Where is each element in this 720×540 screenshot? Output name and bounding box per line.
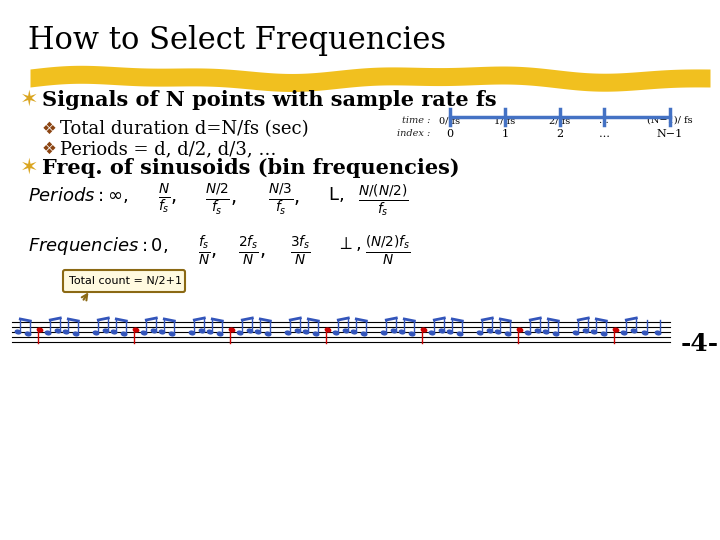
- Ellipse shape: [285, 331, 291, 335]
- Text: 1: 1: [501, 129, 508, 139]
- Ellipse shape: [487, 329, 492, 333]
- Text: …: …: [599, 116, 609, 125]
- Text: $\frac{N/3}{f_s},$: $\frac{N/3}{f_s},$: [268, 183, 300, 218]
- Ellipse shape: [295, 329, 301, 333]
- Text: $\frac{2f_s}{N},$: $\frac{2f_s}{N},$: [238, 233, 266, 267]
- Ellipse shape: [189, 331, 194, 335]
- Ellipse shape: [526, 331, 531, 335]
- Ellipse shape: [103, 329, 109, 333]
- Text: $\frac{N/2}{f_s},$: $\frac{N/2}{f_s},$: [205, 183, 237, 218]
- Text: ❖: ❖: [42, 120, 57, 138]
- Text: time :: time :: [402, 116, 430, 125]
- Ellipse shape: [159, 330, 165, 334]
- Ellipse shape: [517, 328, 523, 332]
- Ellipse shape: [199, 329, 204, 333]
- Text: 0: 0: [446, 129, 454, 139]
- Ellipse shape: [94, 331, 99, 335]
- Text: (N−1)/ fs: (N−1)/ fs: [647, 116, 693, 125]
- Text: $\frac{N/(N/2)}{f_s}$: $\frac{N/(N/2)}{f_s}$: [358, 183, 408, 219]
- Ellipse shape: [37, 328, 42, 332]
- Ellipse shape: [229, 328, 235, 332]
- Text: index :: index :: [397, 129, 430, 138]
- FancyBboxPatch shape: [63, 270, 185, 292]
- Ellipse shape: [613, 328, 618, 332]
- Ellipse shape: [313, 332, 319, 336]
- Text: $\mathit{Periods} : \infty,$: $\mathit{Periods} : \infty,$: [28, 185, 128, 205]
- Ellipse shape: [333, 331, 338, 335]
- Text: $\perp ,$: $\perp ,$: [336, 235, 361, 253]
- Ellipse shape: [325, 328, 330, 332]
- Ellipse shape: [409, 332, 415, 336]
- Ellipse shape: [73, 332, 78, 336]
- Ellipse shape: [655, 331, 661, 335]
- Ellipse shape: [544, 330, 549, 334]
- Text: 2: 2: [557, 129, 564, 139]
- Ellipse shape: [439, 329, 445, 333]
- Ellipse shape: [477, 331, 482, 335]
- Ellipse shape: [151, 329, 157, 333]
- Text: ❖: ❖: [42, 140, 57, 158]
- Text: $\frac{(N/2)f_s}{N}$: $\frac{(N/2)f_s}{N}$: [365, 233, 411, 267]
- Ellipse shape: [495, 330, 500, 334]
- Ellipse shape: [25, 332, 31, 336]
- Ellipse shape: [457, 332, 463, 336]
- Ellipse shape: [573, 331, 579, 335]
- Text: $\frac{N}{f_s},$: $\frac{N}{f_s},$: [158, 183, 177, 216]
- Ellipse shape: [343, 329, 348, 333]
- Ellipse shape: [601, 332, 607, 336]
- Ellipse shape: [642, 331, 648, 335]
- Text: $\frac{f_s}{N},$: $\frac{f_s}{N},$: [198, 233, 217, 267]
- Ellipse shape: [421, 328, 427, 332]
- Text: $\mathrm{L} ,$: $\mathrm{L} ,$: [328, 185, 344, 204]
- Text: Signals of N points with sample rate fs: Signals of N points with sample rate fs: [42, 90, 497, 110]
- Text: $\frac{3f_s}{N}$: $\frac{3f_s}{N}$: [290, 233, 311, 267]
- Ellipse shape: [429, 331, 435, 335]
- Ellipse shape: [583, 329, 589, 333]
- Text: How to Select Frequencies: How to Select Frequencies: [28, 25, 446, 56]
- Ellipse shape: [133, 328, 139, 332]
- Text: N−1: N−1: [657, 129, 683, 139]
- Text: Total duration d=N/fs (sec): Total duration d=N/fs (sec): [60, 120, 309, 138]
- Ellipse shape: [631, 329, 636, 333]
- Ellipse shape: [141, 331, 147, 335]
- Ellipse shape: [238, 331, 243, 335]
- Ellipse shape: [217, 332, 222, 336]
- Text: 0/ fs: 0/ fs: [439, 116, 461, 125]
- Ellipse shape: [15, 330, 21, 334]
- Ellipse shape: [55, 329, 60, 333]
- Ellipse shape: [391, 329, 397, 333]
- Ellipse shape: [591, 330, 597, 334]
- Text: -4-: -4-: [681, 332, 719, 356]
- Ellipse shape: [207, 330, 212, 334]
- Text: 1/ fs: 1/ fs: [495, 116, 516, 125]
- Ellipse shape: [169, 332, 175, 336]
- Ellipse shape: [553, 332, 559, 336]
- Ellipse shape: [447, 330, 453, 334]
- Ellipse shape: [112, 330, 117, 334]
- Text: …: …: [598, 129, 610, 139]
- Ellipse shape: [303, 330, 309, 334]
- Ellipse shape: [256, 330, 261, 334]
- Text: $\mathit{Frequencies} : 0,$: $\mathit{Frequencies} : 0,$: [28, 235, 168, 257]
- Ellipse shape: [45, 331, 50, 335]
- Ellipse shape: [621, 331, 626, 335]
- Text: 2/ fs: 2/ fs: [549, 116, 571, 125]
- Ellipse shape: [247, 329, 253, 333]
- Ellipse shape: [382, 331, 387, 335]
- Ellipse shape: [400, 330, 405, 334]
- Ellipse shape: [351, 330, 356, 334]
- Text: ✶: ✶: [20, 158, 39, 178]
- Text: ✶: ✶: [20, 90, 39, 110]
- Text: Total count = N/2+1: Total count = N/2+1: [69, 276, 182, 286]
- Ellipse shape: [505, 332, 510, 336]
- Text: Freq. of sinusoids (bin frequencies): Freq. of sinusoids (bin frequencies): [42, 158, 459, 178]
- Ellipse shape: [63, 330, 68, 334]
- Ellipse shape: [361, 332, 366, 336]
- Text: Periods = d, d/2, d/3, …: Periods = d, d/2, d/3, …: [60, 140, 276, 158]
- Ellipse shape: [265, 332, 271, 336]
- Ellipse shape: [121, 332, 127, 336]
- Ellipse shape: [535, 329, 541, 333]
